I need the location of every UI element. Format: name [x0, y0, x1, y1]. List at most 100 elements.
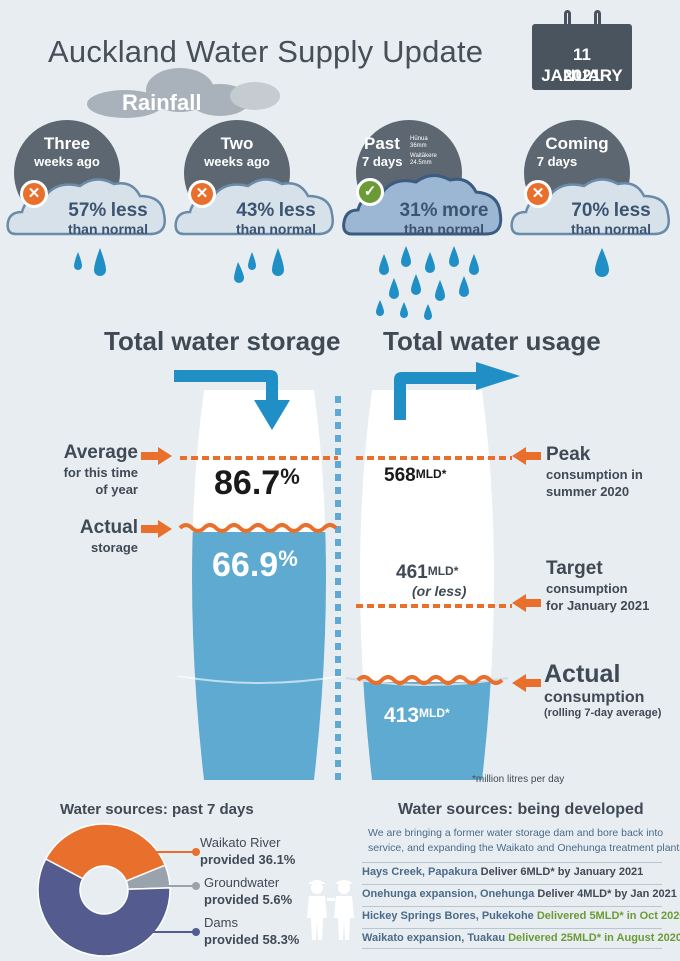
above-normal-icon: ✓	[356, 178, 384, 206]
dev-row: Hays Creek, Papakura Deliver 6MLD* by Ja…	[362, 862, 662, 882]
source-provided: provided 36.1%	[200, 852, 296, 867]
source-name: Groundwater	[204, 875, 280, 890]
peak-label: Peak	[546, 444, 591, 465]
pointer-arrow-icon	[158, 447, 172, 465]
actual-usage-value: 413MLD*	[384, 704, 450, 727]
actual-usage-note: (rolling 7-day average)	[544, 707, 662, 719]
period-line1: Two	[220, 134, 254, 153]
target-usage-value: 461MLD*	[396, 562, 459, 583]
average-storage-value: 86.7%	[214, 464, 300, 502]
date-calendar: 11 JANUARY 2021	[532, 10, 632, 90]
sources-past-title: Water sources: past 7 days	[60, 801, 254, 818]
sources-dev-title: Water sources: being developed	[398, 801, 644, 818]
usage-heading: Total water usage	[383, 326, 601, 356]
period-result: 70% less than normal	[550, 200, 672, 237]
period-sub: than normal	[67, 221, 149, 237]
source-legend-2: Dams provided 58.3%	[204, 914, 299, 948]
period-percent: 43%	[236, 200, 275, 221]
calendar-ring-icon	[564, 10, 571, 32]
period-line2: 7 days	[362, 154, 403, 169]
below-normal-icon: ✕	[20, 180, 48, 208]
sources-dev-intro: We are bringing a former water storage d…	[368, 827, 680, 854]
period-line1: Past	[364, 134, 400, 153]
actual-usage-sub: consumption	[544, 689, 645, 706]
mld-footnote: *million litres per day	[472, 774, 565, 785]
leader-dot	[192, 848, 200, 856]
cloud-icon	[6, 178, 166, 236]
source-provided: provided 58.3%	[204, 932, 300, 947]
source-name: Waikato River	[200, 835, 281, 850]
sources-pie-chart	[37, 823, 200, 957]
period-word: more	[442, 200, 489, 221]
average-sub-1: for this time	[63, 465, 138, 480]
period-result: 57% less than normal	[46, 200, 170, 237]
storage-heading: Total water storage	[104, 326, 341, 356]
dev-row: Waikato expansion, Tuakau Delivered 25ML…	[362, 928, 680, 949]
peak-usage-value: 568MLD*	[384, 465, 447, 486]
period-result: 31% more than normal	[382, 200, 506, 237]
workers-icon	[307, 880, 354, 940]
period-word: less	[110, 200, 148, 221]
date-year: 2021	[563, 66, 601, 85]
average-label-block: Average for this time of year	[60, 442, 138, 498]
raindrop-icon	[595, 248, 609, 277]
leader-dot	[192, 882, 200, 890]
source-legend-0: Waikato River provided 36.1%	[200, 834, 295, 868]
period-line1: Coming	[545, 134, 609, 153]
period-result: 43% less than normal	[214, 200, 338, 237]
source-legend-1: Groundwater provided 5.6%	[204, 874, 292, 908]
peak-sub-2: summer 2020	[546, 484, 630, 499]
pointer-arrow-icon	[512, 594, 526, 612]
actual-storage-label: Actual	[79, 517, 138, 538]
period-line1: Three	[43, 134, 91, 153]
actual-usage-label: Actual	[544, 660, 621, 688]
rain-gauge-note: Hūnua 36mm Waitākere 24.5mm	[410, 136, 437, 166]
dev-row: Onehunga expansion, Onehunga Deliver 4ML…	[362, 884, 677, 904]
rainfall-label: Rainfall	[122, 90, 202, 115]
calendar-ring-icon	[594, 10, 601, 32]
period-sub: than normal	[570, 221, 652, 237]
rainfall-periods: Three weeks ago ✕ 57% less than normal T…	[0, 116, 680, 320]
period-line2: weeks ago	[204, 154, 270, 169]
period-sub: than normal	[235, 221, 317, 237]
period-percent: 31%	[399, 200, 438, 221]
actual-usage-label-block: Actual consumption (rolling 7-day averag…	[544, 660, 661, 719]
target-label-block: Target consumption for January 2021	[546, 558, 649, 614]
target-sub-1: consumption	[546, 581, 628, 596]
source-provided: provided 5.6%	[204, 892, 293, 907]
cloud-icon	[174, 178, 334, 236]
period-word: less	[278, 200, 316, 221]
period-line2: 7 days	[536, 154, 578, 169]
cloud-icon	[342, 174, 503, 236]
target-sub-2: for January 2021	[546, 598, 650, 613]
peak-label-block: Peak consumption in summer 2020	[546, 444, 643, 500]
period-word: less	[613, 200, 651, 221]
target-label: Target	[546, 558, 603, 579]
period-line2: weeks ago	[34, 154, 100, 169]
peak-sub-1: consumption in	[546, 467, 643, 482]
period-percent: 70%	[571, 200, 610, 221]
raindrop-icon	[234, 248, 284, 283]
leader-dot	[192, 928, 200, 936]
page-title: Auckland Water Supply Update	[48, 34, 484, 69]
dev-row: Hickey Springs Bores, Pukekohe Delivered…	[362, 906, 680, 926]
actual-storage-label-block: Actual storage	[60, 517, 138, 556]
pointer-arrow-icon	[512, 674, 526, 692]
pointer-arrow-icon	[158, 520, 172, 538]
average-label: Average	[63, 442, 138, 463]
barrels-illustration	[174, 362, 520, 784]
cloud-icon	[510, 178, 670, 236]
rainfall-cloud-icon	[87, 68, 280, 118]
average-sub-2: of year	[95, 482, 138, 497]
period-sub: than normal	[403, 221, 485, 237]
below-normal-icon: ✕	[188, 180, 216, 208]
pointer-arrow-icon	[512, 447, 526, 465]
date-day: 11 JANUARY	[541, 45, 623, 85]
source-name: Dams	[204, 915, 238, 930]
actual-storage-sub: storage	[91, 540, 138, 555]
period-percent: 57%	[68, 200, 107, 221]
target-usage-note: (or less)	[412, 583, 467, 599]
raindrop-icon	[74, 248, 106, 276]
actual-storage-value: 66.9%	[212, 546, 298, 584]
below-normal-icon: ✕	[524, 180, 552, 208]
